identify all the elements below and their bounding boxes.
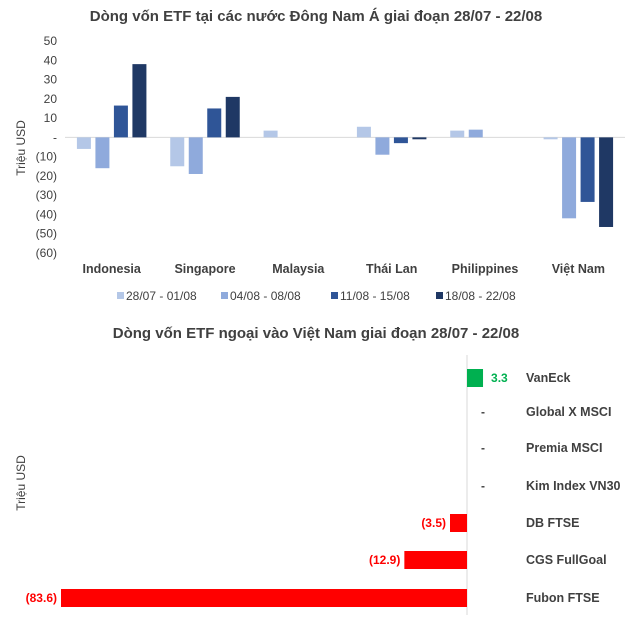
y-axis-title: Triệu USD [14, 120, 28, 176]
fund-label: Fubon FTSE [526, 591, 600, 605]
bar [562, 137, 577, 219]
bar [95, 137, 110, 169]
y-tick-label: 30 [44, 73, 58, 87]
bar [356, 126, 371, 138]
y-tick-label: 50 [44, 34, 58, 48]
bar [61, 589, 467, 607]
legend-swatch [331, 292, 338, 299]
bar [450, 130, 465, 138]
bar [207, 108, 222, 138]
fund-label: Global X MSCI [526, 405, 611, 419]
category-label: Thái Lan [366, 262, 417, 276]
y-tick-label: 40 [44, 53, 58, 67]
fund-label: VanEck [526, 371, 571, 385]
data-label: (83.6) [26, 591, 57, 605]
bar [580, 137, 595, 202]
bar [375, 137, 390, 155]
chart-title-2: Dòng vốn ETF ngoại vào Việt Nam giai đoạ… [113, 325, 520, 342]
legend-label: 04/08 - 08/08 [230, 289, 301, 303]
fund-label: Kim Index VN30 [526, 479, 621, 493]
bar [599, 137, 614, 227]
category-label: Việt Nam [552, 262, 605, 276]
category-label: Malaysia [272, 262, 325, 276]
y-tick-label: (60) [36, 246, 57, 260]
category-label: Singapore [174, 262, 235, 276]
bar [225, 96, 240, 138]
bar [113, 105, 128, 138]
bar [450, 514, 467, 532]
bar [76, 137, 91, 149]
data-label: (12.9) [369, 553, 400, 567]
legend-label: 11/08 - 15/08 [340, 289, 410, 303]
fund-label: Premia MSCI [526, 441, 602, 455]
data-label: - [481, 441, 485, 455]
fund-label: CGS FullGoal [526, 553, 607, 567]
legend-swatch [117, 292, 124, 299]
y-tick-label: 20 [44, 92, 58, 106]
data-label: (3.5) [421, 516, 446, 530]
bar [467, 369, 484, 387]
data-label: - [481, 405, 485, 419]
bar [393, 137, 408, 144]
legend-label: 18/08 - 22/08 [445, 289, 516, 303]
y-tick-label: (40) [36, 207, 57, 221]
data-label: 3.3 [491, 371, 508, 385]
legend-label: 28/07 - 01/08 [126, 289, 197, 303]
y-axis-title-2: Triệu USD [14, 455, 28, 511]
chart-title: Dòng vốn ETF tại các nước Đông Nam Á gia… [90, 8, 542, 25]
fund-label: DB FTSE [526, 516, 579, 530]
bar [412, 137, 427, 140]
y-tick-label: (20) [36, 169, 57, 183]
category-label: Philippines [452, 262, 519, 276]
legend-swatch [436, 292, 443, 299]
y-tick-label: - [53, 130, 57, 144]
y-tick-label: (30) [36, 188, 57, 202]
bar [170, 137, 185, 167]
bar [132, 64, 147, 138]
bar [263, 130, 278, 138]
bar [543, 137, 558, 140]
category-label: Indonesia [82, 262, 141, 276]
vn-etf-flow-chart: Dòng vốn ETF ngoại vào Việt Nam giai đoạ… [14, 325, 621, 615]
legend-swatch [221, 292, 228, 299]
data-label: - [481, 479, 485, 493]
bar [188, 137, 203, 174]
bar [404, 551, 467, 569]
y-tick-label: (50) [36, 227, 57, 241]
y-tick-label: (10) [36, 150, 57, 164]
bar [468, 129, 483, 138]
sea-etf-flow-chart: Dòng vốn ETF tại các nước Đông Nam Á gia… [14, 8, 625, 303]
y-tick-label: 10 [44, 111, 58, 125]
